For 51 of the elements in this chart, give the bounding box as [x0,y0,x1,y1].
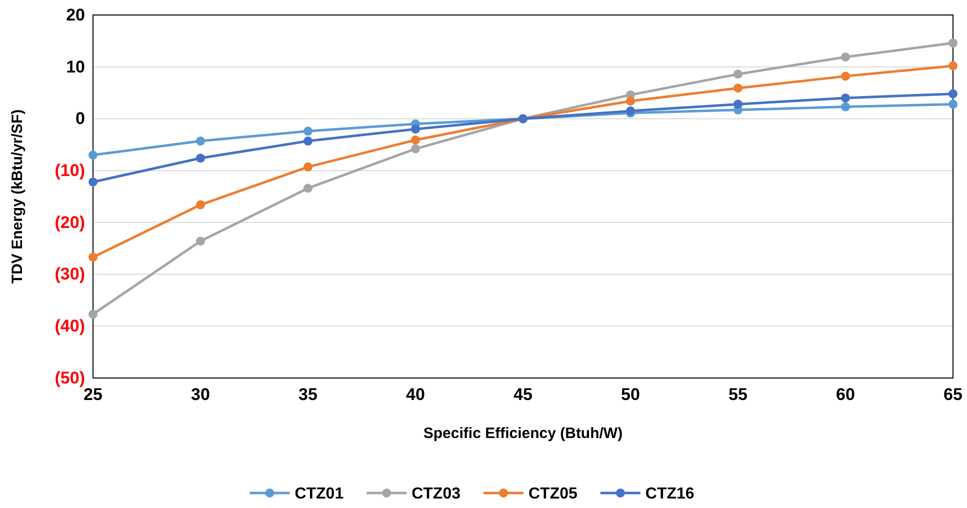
point [303,126,313,136]
point [626,106,636,116]
legend-label: CTZ03 [412,486,461,503]
legend-label: CTZ05 [528,486,578,503]
y-axis-title: TDV Energy (kBtu/yr/SF) [9,109,26,284]
point [948,89,958,98]
point [948,61,958,70]
x-axis-title: Specific Efficiency (Btuh/W) [423,425,623,442]
point [88,177,98,186]
point [303,162,313,172]
point [733,84,743,93]
y-tick-label: 0 [76,109,85,128]
point [626,96,636,106]
legend-label: CTZ16 [645,486,694,503]
point [196,154,206,163]
x-tick-label: 40 [406,385,425,404]
point [840,72,850,81]
point [196,236,206,246]
point [303,136,313,146]
point [410,144,420,154]
point [948,100,958,109]
point [88,150,98,160]
point [948,38,958,48]
x-tick-label: 60 [836,385,855,404]
point [840,93,850,102]
point [196,136,206,146]
y-tick-label: (20) [54,212,85,232]
point [733,70,743,79]
y-tick-label: 10 [66,57,85,76]
point [196,200,206,210]
y-tick-label: (30) [54,264,85,284]
point [410,135,420,144]
point [733,100,743,109]
point [88,252,98,262]
x-tick-label: 65 [944,385,962,404]
point [410,124,420,134]
point [840,102,850,112]
x-tick-label: 25 [84,385,102,404]
x-tick-label: 45 [514,385,532,404]
x-tick-label: 50 [621,385,640,404]
x-tick-label: 30 [191,385,210,404]
point [840,52,850,62]
x-tick-label: 35 [298,385,318,404]
y-tick-label: (50) [54,368,85,388]
y-tick-label: 20 [66,5,85,24]
point [303,184,313,193]
y-tick-label: (10) [54,161,85,180]
x-tick-label: 55 [728,385,748,404]
legend-label: CTZ01 [294,486,344,503]
y-tick-label: (40) [54,316,85,336]
point [88,310,98,319]
